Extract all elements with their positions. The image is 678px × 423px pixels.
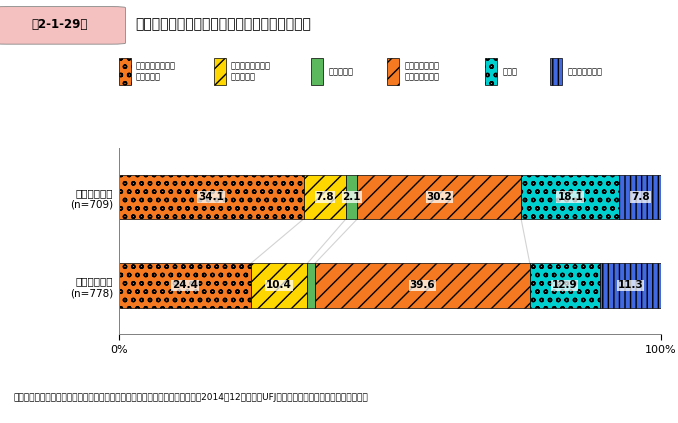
Bar xyxy=(119,58,131,85)
Text: 34.1: 34.1 xyxy=(198,192,224,202)
Bar xyxy=(530,263,600,308)
Text: 第2-1-29図: 第2-1-29図 xyxy=(31,18,88,31)
Bar xyxy=(387,58,399,85)
Text: 12.9: 12.9 xyxy=(552,280,578,291)
Text: 資料：中小企業庁委託「「市場開拓」と「新たな取り組み」に関する調査」（2014年12月、三菱UFJリサーチ＆コンサルティング（株））: 資料：中小企業庁委託「「市場開拓」と「新たな取り組み」に関する調査」（2014年… xyxy=(14,393,368,402)
Bar xyxy=(119,175,304,219)
Text: 商品・サービスの
品質の問題: 商品・サービスの 品質の問題 xyxy=(231,62,271,82)
Text: 開拓する市場別に見た売上目標が未達成の理由: 開拓する市場別に見た売上目標が未達成の理由 xyxy=(136,17,311,31)
Text: 納期の問題: 納期の問題 xyxy=(329,67,353,76)
Bar xyxy=(485,58,497,85)
Text: 10.4: 10.4 xyxy=(266,280,292,291)
Bar xyxy=(619,175,662,219)
Bar xyxy=(251,263,307,308)
Bar xyxy=(307,263,315,308)
Text: よく分からない: よく分からない xyxy=(567,67,602,76)
Bar xyxy=(600,263,661,308)
Bar xyxy=(214,58,226,85)
Text: 販売・提供する
組織体制の問題: 販売・提供する 組織体制の問題 xyxy=(405,62,439,82)
Text: その他: その他 xyxy=(502,67,517,76)
Bar xyxy=(304,175,346,219)
Text: 2.1: 2.1 xyxy=(342,192,361,202)
Bar xyxy=(315,263,530,308)
Text: 7.8: 7.8 xyxy=(315,192,334,202)
Text: 11.3: 11.3 xyxy=(618,280,643,291)
Text: 商品・サービスの
価格の問題: 商品・サービスの 価格の問題 xyxy=(136,62,176,82)
Bar xyxy=(357,175,521,219)
Text: 24.4: 24.4 xyxy=(172,280,198,291)
Bar xyxy=(346,175,357,219)
Bar xyxy=(550,58,562,85)
FancyBboxPatch shape xyxy=(0,7,125,44)
Text: 39.6: 39.6 xyxy=(410,280,435,291)
Text: 18.1: 18.1 xyxy=(557,192,583,202)
Text: 30.2: 30.2 xyxy=(426,192,452,202)
Bar xyxy=(119,263,251,308)
Bar xyxy=(311,58,323,85)
Bar xyxy=(521,175,619,219)
Text: 7.8: 7.8 xyxy=(631,192,650,202)
